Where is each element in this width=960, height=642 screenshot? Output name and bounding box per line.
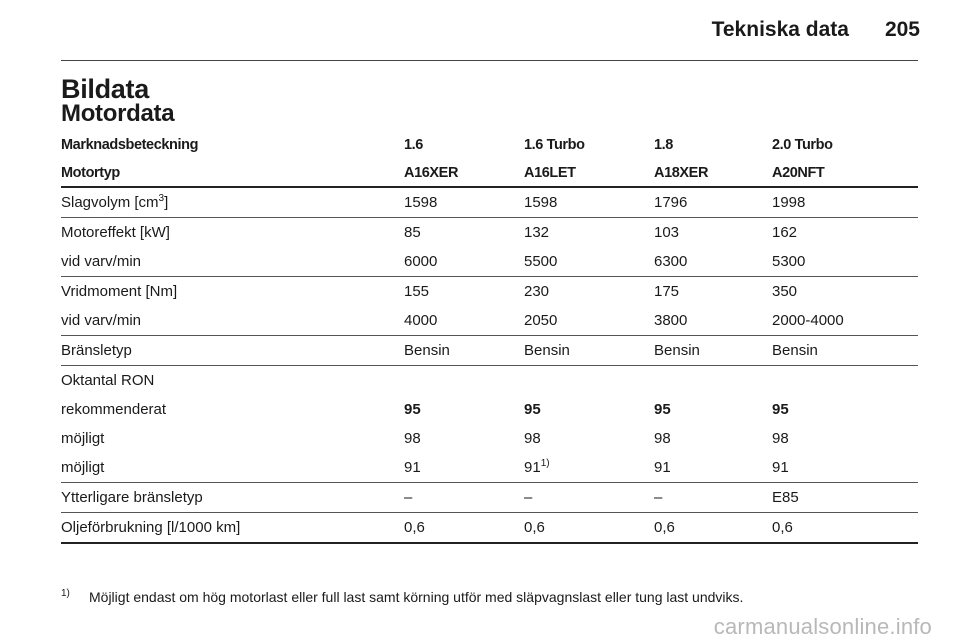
header-divider bbox=[61, 60, 918, 61]
header-title: Tekniska data bbox=[711, 18, 849, 41]
label-text: Slagvolym [cm bbox=[61, 194, 159, 211]
table-cell: 1598 bbox=[404, 194, 438, 211]
label-text: ] bbox=[164, 194, 169, 211]
table-cell: Bensin bbox=[404, 335, 524, 366]
row-label: Bränsletyp bbox=[61, 335, 404, 366]
table-cell: 91 bbox=[772, 459, 789, 476]
table-row: Oktantal RON bbox=[61, 365, 918, 395]
table-cell: E85 bbox=[772, 482, 918, 513]
table-cell: 95 bbox=[772, 401, 789, 418]
table-row: möjligt 98 98 98 98 bbox=[61, 424, 918, 453]
table-row: Slagvolym [cm3] 1598 1598 1796 1998 bbox=[61, 187, 918, 218]
table-cell: 175 bbox=[654, 276, 772, 306]
table-row: vid varv/min 6000 5500 6300 5300 bbox=[61, 247, 918, 277]
table-cell: 6000 bbox=[404, 253, 438, 270]
table-cell: 2000-4000 bbox=[772, 312, 844, 329]
table-cell: 230 bbox=[524, 276, 654, 306]
table-cell: 162 bbox=[772, 217, 918, 247]
footnote-mark: 1) bbox=[61, 588, 70, 599]
section-subtitle: Motordata bbox=[61, 100, 175, 127]
section-title: Bildata bbox=[61, 74, 149, 104]
table-row: Oljeförbrukning [l/1000 km] 0,6 0,6 0,6 … bbox=[61, 512, 918, 544]
table-cell: 2050 bbox=[524, 312, 558, 329]
header-cell: A16LET bbox=[524, 159, 654, 188]
table-cell: 103 bbox=[654, 217, 772, 247]
header-cell: 1.6 Turbo bbox=[524, 136, 585, 153]
header-cell: A20NFT bbox=[772, 159, 918, 188]
table-cell: 98 bbox=[654, 430, 671, 447]
table-row: Ytterligare bränsletyp – – – E85 bbox=[61, 482, 918, 513]
header-cell: Marknadsbeteckning bbox=[61, 136, 199, 153]
table-cell: 0,6 bbox=[654, 512, 772, 544]
table-cell: 95 bbox=[404, 401, 421, 418]
table-cell: 98 bbox=[772, 430, 789, 447]
table-cell: 350 bbox=[772, 276, 918, 306]
footnote: 1) Möjligt endast om hög motorlast eller… bbox=[61, 588, 744, 605]
header-cell: 2.0 Turbo bbox=[772, 136, 833, 153]
table-cell: 0,6 bbox=[772, 512, 918, 544]
cell-value: 91 bbox=[524, 459, 541, 476]
header-cell: 1.6 bbox=[404, 136, 423, 153]
row-label: Motoreffekt [kW] bbox=[61, 217, 404, 247]
row-label: Ytterligare bränsletyp bbox=[61, 482, 404, 513]
row-label: Slagvolym [cm3] bbox=[61, 187, 404, 218]
table-cell: Bensin bbox=[654, 335, 772, 366]
table-cell: 5300 bbox=[772, 253, 806, 270]
table-cell: 91 bbox=[654, 459, 671, 476]
row-label: Oktantal RON bbox=[61, 365, 404, 395]
superscript: 3 bbox=[158, 193, 165, 204]
table-cell: 1598 bbox=[524, 194, 558, 211]
table-cell: 98 bbox=[524, 430, 541, 447]
row-label: Vridmoment [Nm] bbox=[61, 276, 404, 306]
table-row: Bränsletyp Bensin Bensin Bensin Bensin bbox=[61, 335, 918, 366]
table-row: rekommenderat 95 95 95 95 bbox=[61, 395, 918, 424]
table-header-row: Marknadsbeteckning 1.6 1.6 Turbo 1.8 2.0… bbox=[61, 130, 918, 159]
table-cell: – bbox=[404, 482, 524, 513]
row-label: möjligt bbox=[61, 430, 105, 447]
table-row: möjligt 91 911) 91 91 bbox=[61, 453, 918, 483]
row-label: möjligt bbox=[61, 459, 105, 476]
table-cell: 155 bbox=[404, 276, 524, 306]
table-row: Vridmoment [Nm] 155 230 175 350 bbox=[61, 276, 918, 306]
table-cell: Bensin bbox=[524, 335, 654, 366]
table-cell: 4000 bbox=[404, 312, 438, 329]
table-cell: 1796 bbox=[654, 194, 688, 211]
table-cell: 0,6 bbox=[524, 512, 654, 544]
table-cell: 3800 bbox=[654, 312, 688, 329]
table-cell: – bbox=[654, 482, 772, 513]
watermark: carmanualsonline.info bbox=[713, 614, 932, 639]
table-cell: 98 bbox=[404, 430, 421, 447]
table-cell: 5500 bbox=[524, 253, 558, 270]
header-cell: Motortyp bbox=[61, 159, 404, 188]
page-number: 205 bbox=[884, 18, 920, 41]
table-cell: – bbox=[524, 482, 654, 513]
table-cell: 95 bbox=[654, 401, 671, 418]
table-header-row: Motortyp A16XER A16LET A18XER A20NFT bbox=[61, 159, 918, 188]
table-row: Motoreffekt [kW] 85 132 103 162 bbox=[61, 217, 918, 247]
table-cell: 95 bbox=[524, 401, 541, 418]
header-cell: A18XER bbox=[654, 159, 772, 188]
table-row: vid varv/min 4000 2050 3800 2000-4000 bbox=[61, 306, 918, 336]
table-cell: 85 bbox=[404, 217, 524, 247]
table-cell: 0,6 bbox=[404, 512, 524, 544]
table-cell: 132 bbox=[524, 217, 654, 247]
row-label: vid varv/min bbox=[61, 312, 142, 329]
table-cell: Bensin bbox=[772, 335, 918, 366]
header-cell: 1.8 bbox=[654, 136, 673, 153]
row-label: vid varv/min bbox=[61, 253, 142, 270]
table-cell: 6300 bbox=[654, 253, 688, 270]
row-label: Oljeförbrukning [l/1000 km] bbox=[61, 512, 404, 544]
table-cell: 91 bbox=[404, 459, 421, 476]
footnote-ref: 1) bbox=[540, 458, 550, 469]
footnote-text: Möjligt endast om hög motorlast eller fu… bbox=[89, 589, 744, 605]
table-cell: 1998 bbox=[772, 194, 806, 211]
header-cell: A16XER bbox=[404, 159, 524, 188]
row-label: rekommenderat bbox=[61, 401, 167, 418]
engine-data-table: Marknadsbeteckning 1.6 1.6 Turbo 1.8 2.0… bbox=[61, 130, 918, 544]
page-header: Tekniska data 205 bbox=[420, 18, 920, 42]
table-cell: 911) bbox=[524, 453, 654, 483]
